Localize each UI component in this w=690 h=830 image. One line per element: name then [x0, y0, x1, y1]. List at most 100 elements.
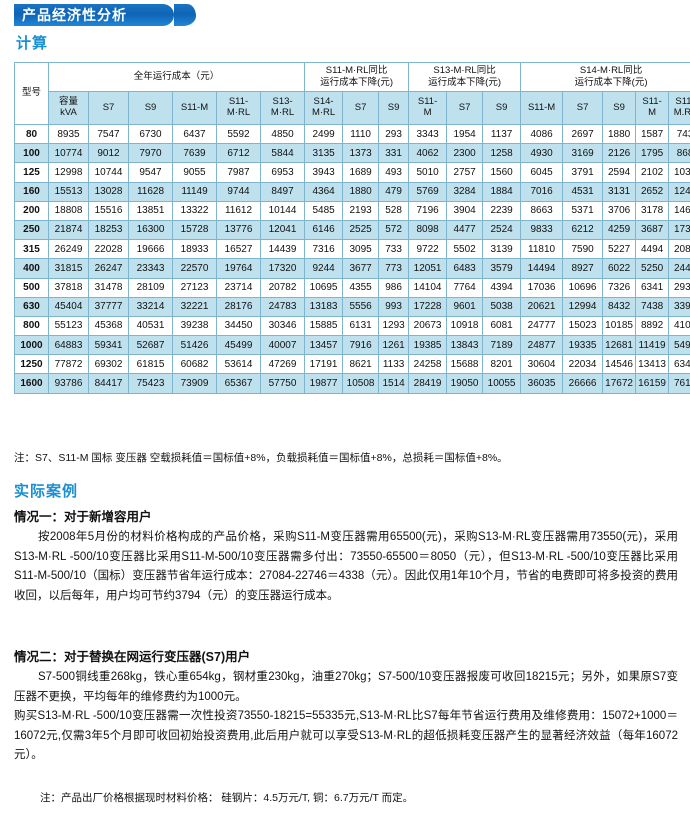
- table-row: 125 12998 10744 9547 9055 7987 6953 3943 1689 493…: [14, 162, 690, 183]
- cell-r11-c8: 1261: [378, 335, 410, 356]
- cell-r0-c15: 1587: [635, 123, 670, 145]
- cell-r10-c13: 15023: [562, 315, 604, 337]
- row-capacity: 160: [14, 181, 49, 202]
- cell-r12-c16: 6346: [668, 354, 690, 375]
- cell-r12-c8: 1133: [378, 354, 410, 375]
- row-capacity: 800: [14, 315, 49, 337]
- header-sub-col-9: S7: [446, 91, 484, 125]
- cell-r1-c9: 4062: [408, 143, 448, 164]
- header-group-s11mrl: S11-M·RL同比 运行成本下降(元): [304, 62, 410, 92]
- cell-r3-c11: 1884: [482, 181, 522, 202]
- row-capacity: 200: [14, 200, 49, 221]
- cell-r13-c4: 65367: [216, 373, 261, 394]
- cell-r10-c9: 20673: [408, 315, 448, 337]
- cell-r10-c4: 34450: [216, 315, 261, 337]
- cell-r8-c2: 28109: [128, 277, 173, 298]
- cell-r7-c12: 14494: [520, 258, 564, 279]
- cell-r0-c3: 6437: [172, 123, 217, 145]
- cell-r8-c15: 6341: [635, 277, 670, 298]
- cell-r1-c16: 868: [668, 143, 690, 164]
- cell-r1-c3: 7639: [172, 143, 217, 164]
- table-row: 630 45404 37777 33214 32221 28176 24783 13183 55…: [14, 296, 690, 317]
- cell-r12-c10: 15688: [446, 354, 484, 375]
- cell-r7-c0: 31815: [48, 258, 89, 279]
- cell-r0-c2: 6730: [128, 123, 173, 145]
- cell-r12-c1: 69302: [88, 354, 129, 375]
- cell-r7-c5: 17320: [259, 258, 306, 279]
- cell-r4-c2: 13851: [128, 200, 173, 221]
- cell-r3-c10: 3284: [446, 181, 484, 202]
- cell-r6-c8: 733: [378, 239, 410, 260]
- cell-r3-c8: 479: [378, 181, 410, 202]
- cell-r0-c16: 743: [668, 123, 690, 145]
- cell-r13-c13: 26666: [562, 373, 604, 394]
- cell-r2-c16: 1034: [668, 162, 690, 183]
- cell-r9-c5: 24783: [259, 296, 306, 317]
- header-sub-col-15: S11-M.RL: [668, 91, 690, 125]
- cell-r8-c7: 4355: [342, 277, 380, 298]
- cell-r11-c0: 64883: [48, 335, 89, 356]
- table-row: 315 26249 22028 19666 18933 16527 14439 7316 309…: [14, 239, 690, 260]
- cell-r5-c2: 16300: [128, 219, 173, 241]
- cell-r7-c6: 9244: [304, 258, 344, 279]
- cell-r0-c8: 293: [378, 123, 410, 145]
- cost-table-wrapper: 型号 全年运行成本（元） S11-M·RL同比 运行成本下降(元) S13-M·…: [14, 62, 690, 394]
- banner-title: 产品经济性分析: [22, 7, 127, 23]
- cell-r3-c4: 9744: [216, 181, 261, 202]
- cell-r4-c0: 18808: [48, 200, 89, 221]
- header-sub-col-9-line1: S7: [458, 101, 471, 113]
- header-sub-col-11: S11-M: [520, 91, 564, 125]
- header-sub-col-8-line2: M: [423, 107, 432, 118]
- cell-r6-c6: 7316: [304, 239, 344, 260]
- cell-r6-c1: 22028: [88, 239, 129, 260]
- table-row: 200 18808 15516 13851 13322 11612 10144 5485 219…: [14, 200, 690, 221]
- cell-r9-c3: 32221: [172, 296, 217, 317]
- row-capacity: 500: [14, 277, 49, 298]
- cell-r12-c0: 77872: [48, 354, 89, 375]
- cell-r1-c12: 4930: [520, 143, 564, 164]
- cell-r8-c0: 37818: [48, 277, 89, 298]
- cell-r7-c8: 773: [378, 258, 410, 279]
- cell-r13-c12: 36035: [520, 373, 564, 394]
- cell-r2-c1: 10744: [88, 162, 129, 183]
- table-row: 1600 93786 84417 75423 73909 65367 57750 19877 1…: [14, 373, 690, 394]
- cell-r4-c8: 528: [378, 200, 410, 221]
- table-note: 注：S7、S11-M 国标 变压器 空载损耗值＝国标值+8%，负载损耗值＝国标值…: [14, 452, 508, 464]
- cell-r12-c12: 30604: [520, 354, 564, 375]
- cell-r9-c4: 28176: [216, 296, 261, 317]
- section-heading-case-study: 实际案例: [14, 483, 79, 500]
- cell-r7-c3: 22570: [172, 258, 217, 279]
- header-capacity-line1: 容量: [58, 96, 78, 108]
- table-row: 160 15513 13028 11628 11149 9744 8497 4364 1880 4…: [14, 181, 690, 202]
- header-sub-col-1-line1: S9: [144, 101, 157, 113]
- cell-r7-c9: 12051: [408, 258, 448, 279]
- header-sub-col-5-line2: M·RL: [311, 107, 336, 118]
- cell-r6-c12: 11810: [520, 239, 564, 260]
- cell-r10-c15: 8892: [635, 315, 670, 337]
- table-row: 500 37818 31478 28109 27123 23714 20782 10695 43…: [14, 277, 690, 298]
- header-sub-col-3-line1: S11-: [228, 96, 249, 108]
- cell-r2-c3: 9055: [172, 162, 217, 183]
- table-row: 800 55123 45368 40531 39238 34450 30346 15885 61…: [14, 315, 690, 337]
- cell-r3-c3: 11149: [172, 181, 217, 202]
- cell-r9-c8: 993: [378, 296, 410, 317]
- header-sub-col-13-line1: S9: [613, 101, 625, 113]
- cell-r5-c7: 2525: [342, 219, 380, 241]
- header-sub-col-7: S9: [378, 91, 410, 125]
- header-sub-col-7-line1: S9: [387, 101, 400, 113]
- cell-r8-c14: 7326: [602, 277, 637, 298]
- cell-r4-c7: 2193: [342, 200, 380, 221]
- cell-r11-c3: 51426: [172, 335, 217, 356]
- header-sub-col-14-line1: S11-: [642, 96, 662, 108]
- header-sub-col-0: S7: [88, 91, 129, 125]
- cell-r10-c0: 55123: [48, 315, 89, 337]
- cell-r5-c10: 4477: [446, 219, 484, 241]
- cost-table: 型号 全年运行成本（元） S11-M·RL同比 运行成本下降(元) S13-M·…: [14, 62, 690, 394]
- cell-r11-c12: 24877: [520, 335, 564, 356]
- header-sub-col-2: S11-M: [172, 91, 217, 125]
- cell-r9-c2: 33214: [128, 296, 173, 317]
- cell-r8-c9: 14104: [408, 277, 448, 298]
- cell-r10-c7: 6131: [342, 315, 380, 337]
- table-row: 80 8935 7547 6730 6437 5592 4850 2499 1110 293 334…: [14, 123, 690, 145]
- cell-r8-c3: 27123: [172, 277, 217, 298]
